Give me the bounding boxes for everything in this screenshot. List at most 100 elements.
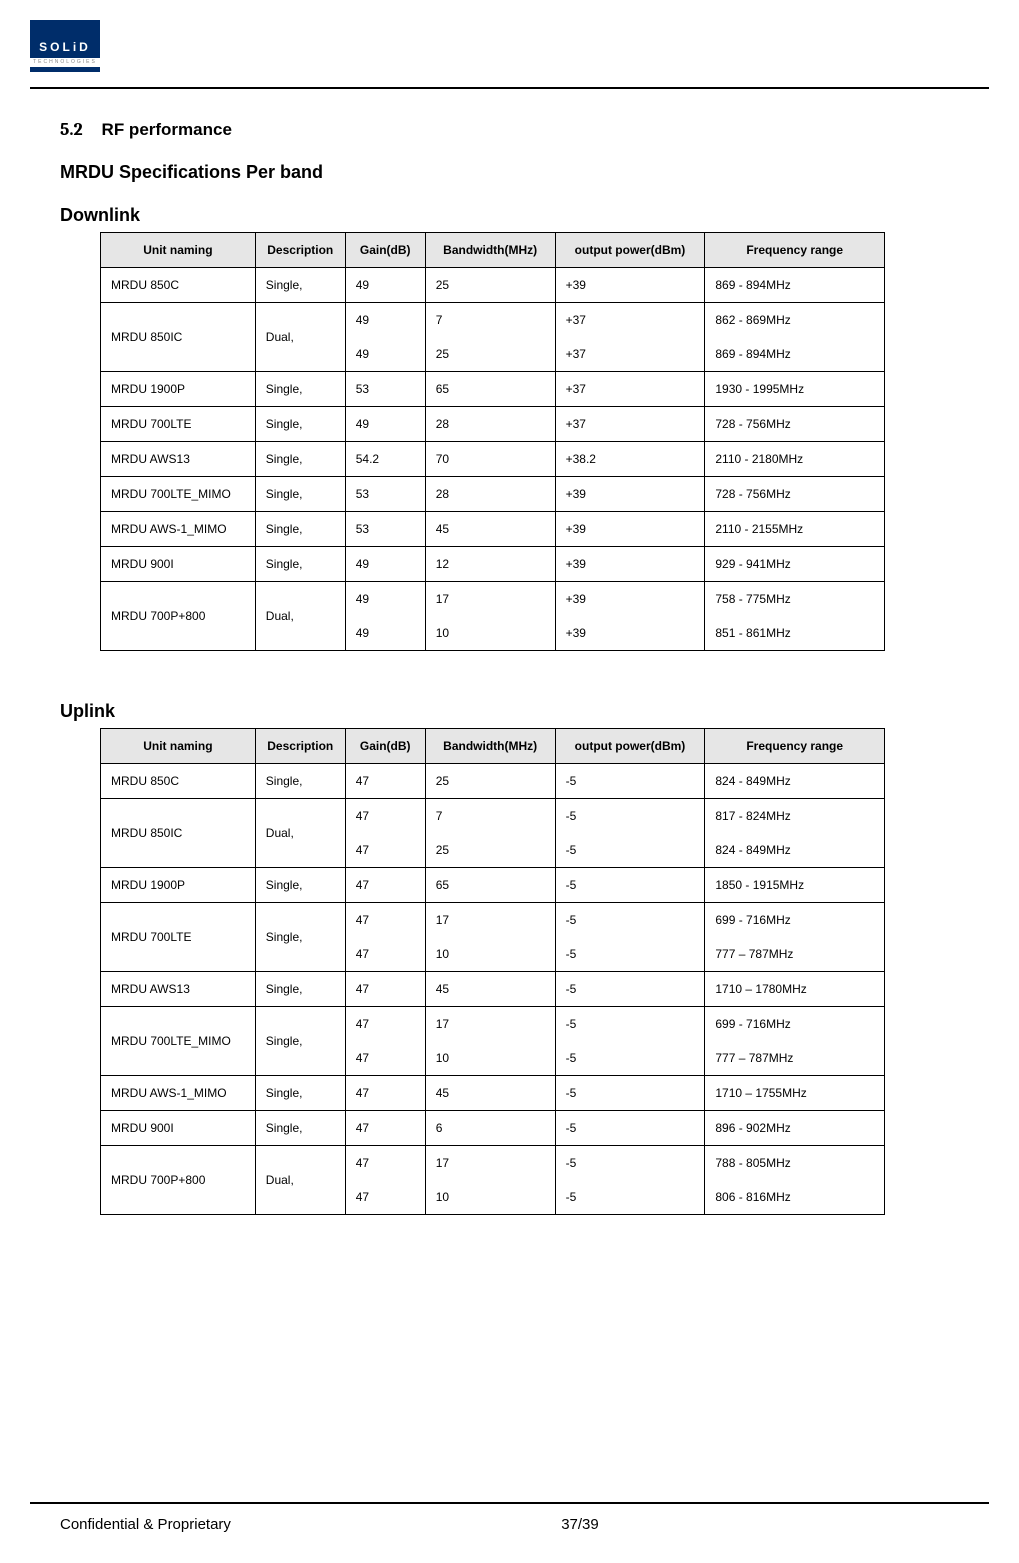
cell-pwr: +39 bbox=[555, 512, 705, 547]
cell-freq: 1710 – 1755MHz bbox=[705, 1076, 885, 1111]
cell-bw: 25 bbox=[425, 268, 555, 303]
content-area: 5.2 RF performance MRDU Specifications P… bbox=[0, 89, 1019, 1215]
cell-value: 47 bbox=[346, 972, 425, 1006]
footer-divider bbox=[30, 1502, 989, 1504]
cell-gain: 47 bbox=[345, 868, 425, 903]
cell-unit: MRDU 1900P bbox=[101, 372, 256, 407]
section-heading: 5.2 RF performance bbox=[60, 119, 959, 140]
cell-value: 10 bbox=[426, 937, 555, 971]
cell-value: +38.2 bbox=[556, 442, 705, 476]
cell-unit: MRDU 850IC bbox=[101, 799, 256, 868]
cell-gain: 53 bbox=[345, 477, 425, 512]
cell-freq: 1930 - 1995MHz bbox=[705, 372, 885, 407]
table-row: MRDU 1900PSingle,4765-51850 - 1915MHz bbox=[101, 868, 885, 903]
col-pwr: output power(dBm) bbox=[555, 233, 705, 268]
section-number: 5.2 bbox=[60, 119, 83, 140]
cell-value: MRDU 850C bbox=[101, 764, 255, 798]
cell-unit: MRDU 850C bbox=[101, 268, 256, 303]
cell-value: 49 bbox=[346, 547, 425, 581]
cell-value: 54.2 bbox=[346, 442, 425, 476]
cell-value: MRDU 850IC bbox=[101, 320, 255, 354]
cell-desc: Single, bbox=[255, 477, 345, 512]
cell-value: 788 - 805MHz bbox=[705, 1146, 884, 1180]
cell-value: 47 bbox=[346, 868, 425, 902]
cell-freq: 1850 - 1915MHz bbox=[705, 868, 885, 903]
logo: SOLiD TECHNOLOGIES bbox=[30, 20, 100, 75]
cell-unit: MRDU 850IC bbox=[101, 303, 256, 372]
table-row: MRDU 700P+800Dual,47471710-5-5788 - 805M… bbox=[101, 1146, 885, 1215]
cell-value: Single, bbox=[256, 512, 345, 546]
cell-value: -5 bbox=[556, 972, 705, 1006]
cell-value: 47 bbox=[346, 1007, 425, 1041]
cell-value: 10 bbox=[426, 616, 555, 650]
cell-value: Single, bbox=[256, 442, 345, 476]
cell-value: 25 bbox=[426, 764, 555, 798]
table-row: MRDU 700LTE_MIMOSingle,47471710-5-5699 -… bbox=[101, 1007, 885, 1076]
uplink-title: Uplink bbox=[60, 701, 959, 722]
downlink-table-wrap: Unit naming Description Gain(dB) Bandwid… bbox=[60, 232, 959, 651]
section-title: RF performance bbox=[102, 120, 232, 139]
cell-bw: 1710 bbox=[425, 1146, 555, 1215]
cell-value: Dual, bbox=[256, 599, 345, 633]
page-footer: Confidential & Proprietary 37/39 bbox=[30, 1502, 989, 1533]
cell-freq: 758 - 775MHz851 - 861MHz bbox=[705, 582, 885, 651]
cell-freq: 728 - 756MHz bbox=[705, 407, 885, 442]
cell-gain: 4747 bbox=[345, 903, 425, 972]
cell-value: 806 - 816MHz bbox=[705, 1180, 884, 1214]
cell-pwr: +37 bbox=[555, 372, 705, 407]
cell-value: MRDU 850IC bbox=[101, 816, 255, 850]
col-desc: Description bbox=[255, 233, 345, 268]
cell-unit: MRDU 900I bbox=[101, 547, 256, 582]
table-header-row: Unit naming Description Gain(dB) Bandwid… bbox=[101, 233, 885, 268]
cell-value: +37 bbox=[556, 372, 705, 406]
cell-value: +39 bbox=[556, 512, 705, 546]
cell-value: MRDU 700P+800 bbox=[101, 1163, 255, 1197]
cell-value: 49 bbox=[346, 616, 425, 650]
cell-value: Dual, bbox=[256, 816, 345, 850]
table-row: MRDU 900ISingle,476-5896 - 902MHz bbox=[101, 1111, 885, 1146]
cell-value: 17 bbox=[426, 1146, 555, 1180]
cell-value: +39 bbox=[556, 547, 705, 581]
cell-pwr: +39 bbox=[555, 547, 705, 582]
table-row: MRDU 850ICDual,4949725+37+37862 - 869MHz… bbox=[101, 303, 885, 372]
cell-pwr: -5-5 bbox=[555, 1007, 705, 1076]
cell-value: 47 bbox=[346, 937, 425, 971]
cell-value: +37 bbox=[556, 303, 705, 337]
cell-unit: MRDU 700LTE_MIMO bbox=[101, 477, 256, 512]
cell-desc: Single, bbox=[255, 764, 345, 799]
cell-pwr: +37+37 bbox=[555, 303, 705, 372]
cell-gain: 54.2 bbox=[345, 442, 425, 477]
cell-pwr: +38.2 bbox=[555, 442, 705, 477]
cell-gain: 4949 bbox=[345, 582, 425, 651]
cell-desc: Single, bbox=[255, 903, 345, 972]
cell-unit: MRDU 900I bbox=[101, 1111, 256, 1146]
cell-value: +39 bbox=[556, 582, 705, 616]
cell-value: Dual, bbox=[256, 320, 345, 354]
cell-value: MRDU 900I bbox=[101, 547, 255, 581]
col-gain: Gain(dB) bbox=[345, 729, 425, 764]
cell-gain: 4747 bbox=[345, 1007, 425, 1076]
cell-value: 1850 - 1915MHz bbox=[705, 868, 884, 902]
cell-value: -5 bbox=[556, 1146, 705, 1180]
cell-value: 6 bbox=[426, 1111, 555, 1145]
cell-value: -5 bbox=[556, 868, 705, 902]
cell-value: MRDU 700LTE_MIMO bbox=[101, 477, 255, 511]
logo-text: SOLiD bbox=[30, 20, 100, 54]
cell-desc: Single, bbox=[255, 268, 345, 303]
cell-value: MRDU 700P+800 bbox=[101, 599, 255, 633]
cell-unit: MRDU 700P+800 bbox=[101, 1146, 256, 1215]
cell-value: -5 bbox=[556, 1041, 705, 1075]
cell-value: -5 bbox=[556, 1111, 705, 1145]
footer-left: Confidential & Proprietary bbox=[60, 1516, 231, 1533]
table-row: MRDU AWS13Single,54.270+38.22110 - 2180M… bbox=[101, 442, 885, 477]
cell-pwr: -5 bbox=[555, 972, 705, 1007]
cell-value: 699 - 716MHz bbox=[705, 1007, 884, 1041]
cell-pwr: +39 bbox=[555, 477, 705, 512]
cell-desc: Dual, bbox=[255, 582, 345, 651]
cell-value: 45 bbox=[426, 972, 555, 1006]
cell-bw: 25 bbox=[425, 764, 555, 799]
cell-desc: Single, bbox=[255, 1111, 345, 1146]
cell-value: MRDU 900I bbox=[101, 1111, 255, 1145]
cell-value: MRDU AWS13 bbox=[101, 972, 255, 1006]
cell-value: 869 - 894MHz bbox=[705, 337, 884, 371]
